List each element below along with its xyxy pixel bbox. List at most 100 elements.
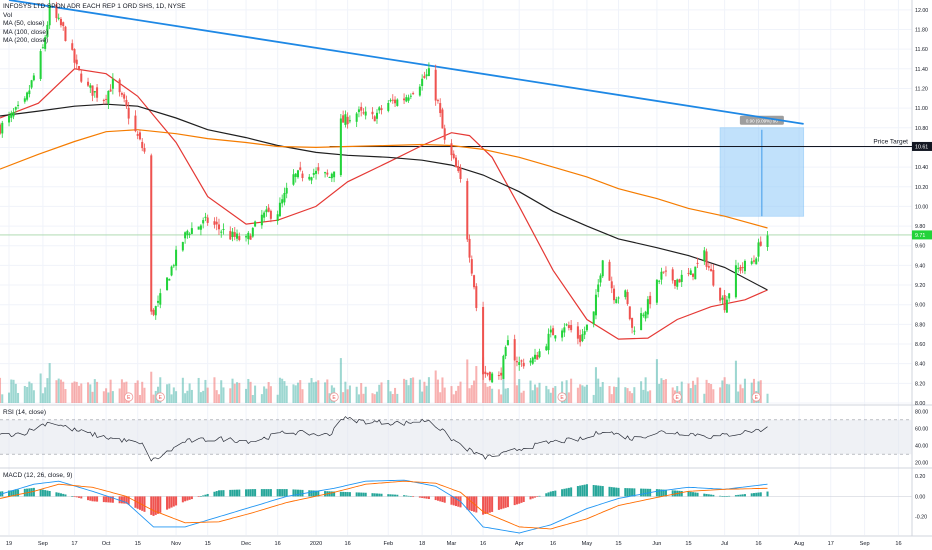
volume-bar (87, 382, 90, 403)
candle-body (520, 360, 523, 362)
volume-bar (545, 385, 548, 403)
candle-body (371, 111, 374, 115)
volume-bar (680, 381, 683, 403)
macd-hist-bar (294, 489, 297, 497)
candle-body (378, 107, 381, 111)
candle-body (120, 93, 123, 95)
candle-body (111, 79, 114, 89)
candle-body (497, 375, 500, 377)
macd-hist-bar (412, 496, 415, 498)
macd-hist-bar (547, 492, 550, 497)
macd-hist-bar (694, 492, 697, 497)
time-tick-label: 16 (275, 541, 281, 547)
candle-body (757, 242, 760, 257)
volume-bar (646, 391, 649, 403)
macd-hist-bar (375, 493, 379, 497)
candle-body (536, 354, 539, 360)
volume-bar (389, 391, 392, 403)
candle-body (592, 311, 595, 325)
earnings-marker-label: E (755, 395, 759, 401)
macd-hist-bar (529, 496, 532, 500)
candle-body (59, 18, 62, 26)
macd-hist-bar (561, 489, 564, 497)
macd-hist-bar (617, 487, 620, 497)
macd-hist-bar (520, 496, 523, 503)
rsi-tick-label: 80.00 (915, 409, 928, 415)
macd-hist-bar (734, 495, 737, 497)
volume-bar (215, 390, 218, 403)
grid-lines (0, 0, 912, 535)
volume-bar (181, 377, 184, 403)
macd-hist-bar (186, 496, 189, 501)
volume-bar (324, 382, 327, 403)
macd-hist-bar (538, 495, 541, 497)
macd-hist-bar (707, 494, 710, 497)
macd-hist-bar (427, 496, 430, 500)
macd-hist-bar (755, 492, 758, 497)
volume-bar (17, 392, 20, 403)
candle-body (739, 266, 742, 271)
macd-hist-bar (628, 488, 631, 497)
volume-bar (409, 378, 412, 403)
volume-bar (292, 384, 295, 403)
volume-bar (687, 383, 690, 403)
price-tick-label: 11.80 (915, 27, 928, 33)
macd-hist-bar (251, 489, 254, 497)
volume-bar (120, 379, 123, 403)
macd-hist-bar (563, 488, 566, 497)
macd-hist-bar (750, 493, 753, 497)
candle-body (127, 107, 130, 119)
volume-bar (26, 386, 29, 403)
volume-bar (628, 391, 631, 403)
macd-line (0, 479, 768, 534)
candle-body (175, 249, 178, 266)
macd-hist-bar (238, 489, 241, 497)
candle-body (172, 265, 175, 267)
macd-hist-bar (247, 489, 250, 497)
macd-hist-bar (342, 491, 345, 497)
time-axis: 19 Sep 17 Oct 15 Nov 15 Dec 16 2020 16 Feb 18 Mar 16 Ap… (6, 541, 902, 547)
time-tick-label: 19 (6, 541, 12, 547)
volume-bar (362, 393, 365, 403)
macd-hist-bar (475, 496, 478, 513)
candle-body (707, 266, 710, 268)
candle-body (576, 326, 579, 339)
price-target-tag-bg (912, 141, 932, 151)
macd-hist-bar (418, 496, 421, 498)
volume-bar (260, 394, 263, 403)
volume-bar (283, 381, 286, 403)
volume-bar (30, 383, 33, 403)
volume-bar (473, 380, 476, 403)
candle-body (222, 229, 225, 231)
candle-body (678, 279, 681, 283)
volume-bar (436, 379, 439, 403)
volume-bar (567, 392, 570, 403)
volume-bar (170, 394, 173, 403)
volume-bar (93, 379, 96, 403)
macd-hist-bar (96, 496, 99, 502)
macd-hist-bar (486, 496, 489, 514)
volume-bar (655, 359, 658, 403)
volume-bar (427, 377, 430, 403)
time-tick-label: Jun (652, 541, 661, 547)
candle-body (62, 22, 65, 27)
candle-body (491, 373, 494, 383)
candle-body (470, 259, 473, 274)
macd-hist-bar (712, 494, 715, 497)
candle-body (344, 114, 347, 125)
volume-bar (757, 381, 760, 403)
macd-hist-bar (439, 496, 442, 502)
volume-bar (236, 382, 239, 403)
volume-bar (407, 385, 410, 403)
candle-body (55, 4, 58, 19)
macd-hist-bar (23, 488, 26, 497)
macd-hist-bar (333, 491, 336, 497)
candle-body (522, 362, 525, 367)
volume-bar (394, 387, 397, 403)
candle-body (157, 300, 160, 303)
macd-hist-bar (154, 496, 157, 515)
candle-body (412, 93, 415, 95)
price-tick-label: 10.80 (915, 126, 928, 132)
volume-bar (434, 370, 437, 403)
